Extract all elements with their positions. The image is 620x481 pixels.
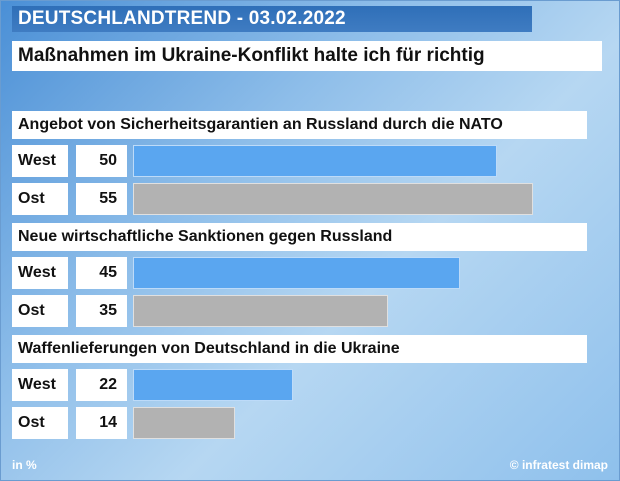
source-note: © infratest dimap (509, 458, 608, 472)
bar-ost (133, 183, 533, 215)
data-label: 14 (76, 407, 127, 439)
chart-subtitle: Maßnahmen im Ukraine-Konflikt halte ich … (12, 41, 602, 71)
row-label-ost: Ost (12, 183, 68, 215)
data-label: 22 (76, 369, 127, 401)
unit-note: in % (12, 458, 37, 472)
row-label-west: West (12, 257, 68, 289)
data-label: 55 (76, 183, 127, 215)
bar-ost (133, 295, 388, 327)
row-label-west: West (12, 369, 68, 401)
row-label-ost: Ost (12, 407, 68, 439)
bar-west (133, 369, 293, 401)
data-label: 45 (76, 257, 127, 289)
page-title: DEUTSCHLANDTREND - 03.02.2022 (12, 6, 532, 32)
bar-west (133, 145, 497, 177)
bar-ost (133, 407, 235, 439)
row-label-west: West (12, 145, 68, 177)
question-label: Angebot von Sicherheitsgarantien an Russ… (12, 111, 587, 139)
bar-west (133, 257, 460, 289)
row-label-ost: Ost (12, 295, 68, 327)
data-label: 50 (76, 145, 127, 177)
data-label: 35 (76, 295, 127, 327)
question-label: Neue wirtschaftliche Sanktionen gegen Ru… (12, 223, 587, 251)
question-label: Waffenlieferungen von Deutschland in die… (12, 335, 587, 363)
